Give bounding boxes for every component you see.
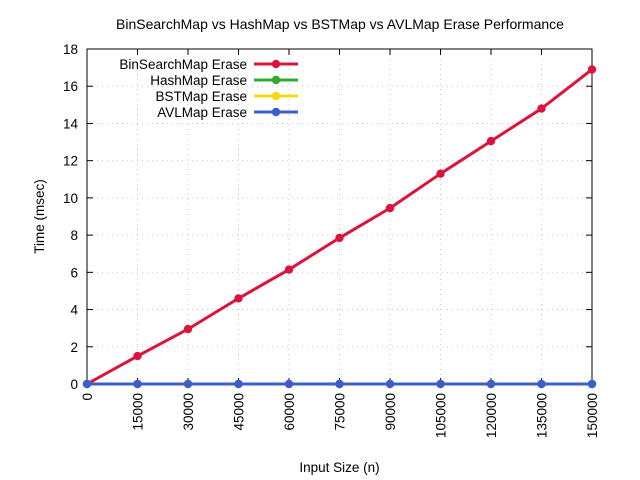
y-tick-label: 12 — [63, 154, 78, 169]
data-point — [284, 379, 294, 389]
y-tick-label: 16 — [63, 79, 78, 94]
data-point — [385, 379, 395, 389]
data-point — [82, 379, 92, 389]
data-point — [587, 65, 597, 74]
x-tick-label: 105000 — [434, 393, 449, 438]
data-point — [537, 379, 546, 389]
series-layer — [82, 65, 597, 389]
y-tick-label: 2 — [70, 340, 78, 355]
data-point — [284, 265, 294, 274]
y-tick-label: 18 — [63, 42, 78, 57]
x-tick-label: 15000 — [131, 393, 146, 431]
legend-marker — [271, 75, 281, 85]
y-tick-label: 4 — [70, 303, 78, 318]
x-tick-label: 30000 — [181, 393, 196, 431]
data-point — [537, 104, 546, 113]
y-tick-label: 14 — [63, 116, 79, 131]
x-tick-label: 120000 — [484, 393, 499, 438]
y-tick-label: 10 — [63, 191, 78, 206]
legend-label: AVLMap Erase — [157, 105, 247, 120]
data-point — [385, 203, 395, 213]
x-tick-label: 45000 — [232, 393, 247, 431]
x-tick-label: 150000 — [585, 393, 600, 438]
legend-marker — [271, 91, 281, 101]
y-tick-label: 0 — [70, 377, 78, 392]
y-tick-label: 8 — [70, 228, 78, 243]
legend-label: BSTMap Erase — [155, 89, 247, 104]
x-axis-label: Input Size (n) — [299, 460, 379, 475]
x-tick-label: 0 — [80, 393, 95, 401]
data-point — [335, 233, 344, 243]
legend-label: HashMap Erase — [150, 73, 247, 88]
data-point — [587, 379, 597, 389]
data-point — [486, 379, 496, 389]
data-point — [335, 379, 344, 389]
x-tick-label: 90000 — [383, 393, 398, 431]
legend-marker — [271, 107, 281, 117]
chart-title: BinSearchMap vs HashMap vs BSTMap vs AVL… — [116, 16, 564, 32]
tick-layer: 0 2 4 6 8 10 12 14 16 18 0 15000 30000 45000 60000 7500… — [63, 42, 600, 438]
y-tick-label: 6 — [70, 265, 78, 280]
data-point — [436, 169, 445, 178]
data-point — [133, 379, 142, 389]
y-axis-label: Time (msec) — [32, 179, 47, 254]
data-point — [234, 379, 243, 389]
data-point — [133, 351, 142, 361]
data-point — [183, 324, 193, 334]
x-tick-label: 60000 — [282, 393, 297, 431]
x-tick-label: 135000 — [535, 393, 550, 438]
data-point — [234, 294, 243, 303]
x-tick-label: 75000 — [333, 393, 348, 431]
legend-label: BinSearchMap Erase — [119, 57, 247, 72]
legend-marker — [271, 59, 281, 69]
data-point — [183, 379, 193, 389]
data-point — [436, 379, 445, 389]
data-point — [486, 136, 496, 146]
